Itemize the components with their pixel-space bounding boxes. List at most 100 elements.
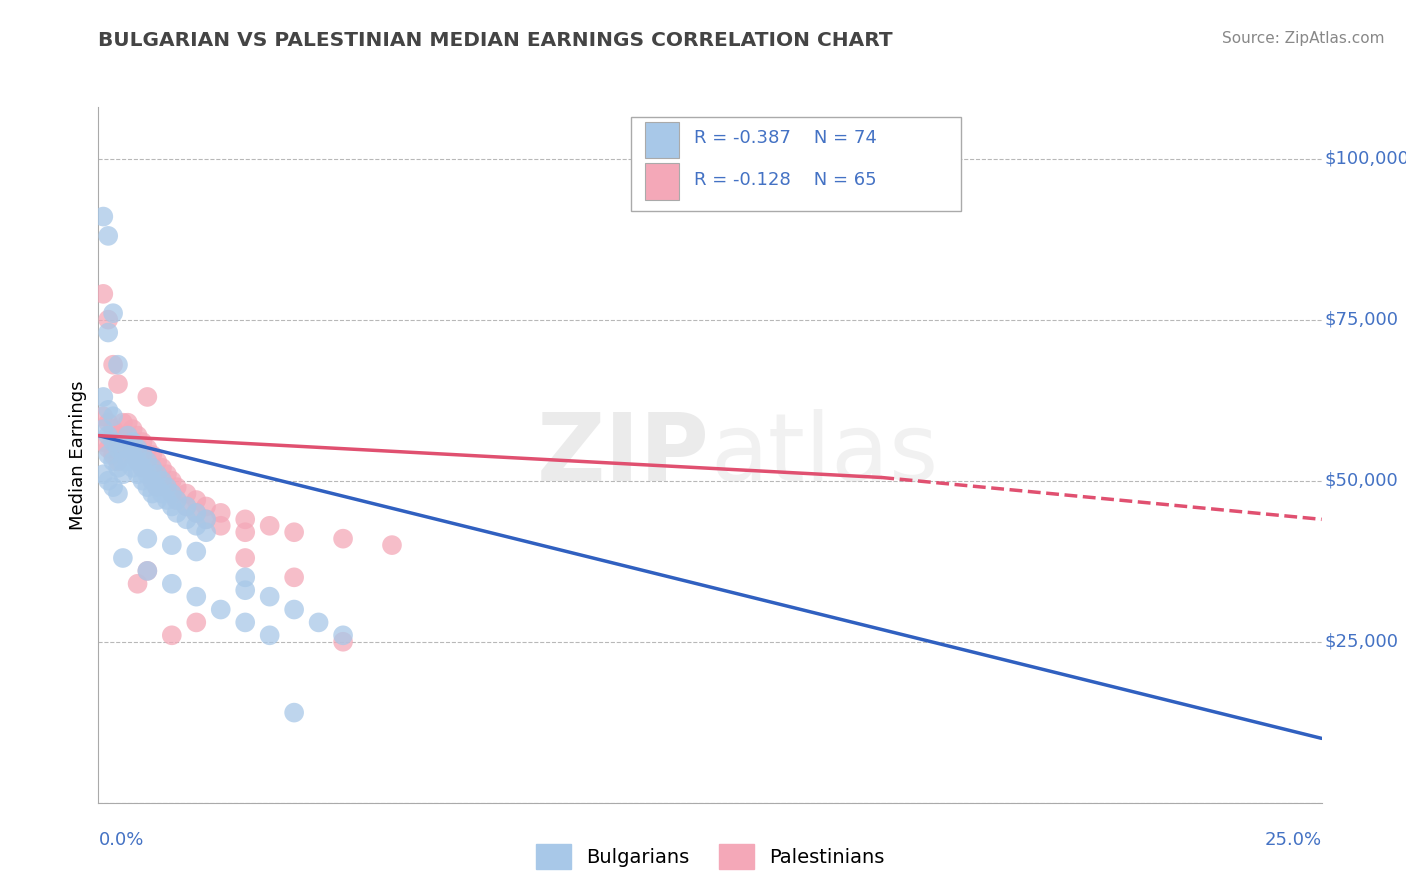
Point xyxy=(283,525,305,540)
Text: ZIP: ZIP xyxy=(537,409,710,501)
Point xyxy=(176,500,198,514)
Point xyxy=(160,486,183,500)
Text: Source: ZipAtlas.com: Source: ZipAtlas.com xyxy=(1222,31,1385,46)
Bar xyxy=(645,121,679,158)
Point xyxy=(121,435,143,450)
Point xyxy=(111,416,134,430)
Point xyxy=(146,467,169,482)
Point xyxy=(97,228,120,243)
Text: BULGARIAN VS PALESTINIAN MEDIAN EARNINGS CORRELATION CHART: BULGARIAN VS PALESTINIAN MEDIAN EARNINGS… xyxy=(98,31,893,50)
Point xyxy=(127,576,149,591)
Point xyxy=(91,435,114,450)
Point xyxy=(107,454,129,468)
Point xyxy=(91,422,114,436)
Point xyxy=(141,460,163,475)
Point xyxy=(233,583,256,598)
Point xyxy=(101,306,124,320)
Point xyxy=(136,564,159,578)
Point xyxy=(160,628,183,642)
Point xyxy=(97,448,120,462)
Point xyxy=(117,428,139,442)
Point xyxy=(150,460,173,475)
Point xyxy=(186,518,208,533)
Point xyxy=(97,428,120,442)
Point xyxy=(146,480,169,494)
Point xyxy=(186,506,208,520)
Point xyxy=(186,615,208,630)
Bar xyxy=(645,163,679,200)
Point xyxy=(259,590,281,604)
Point xyxy=(146,480,169,494)
Point xyxy=(209,506,232,520)
Point xyxy=(91,467,114,482)
Point xyxy=(91,390,114,404)
Point xyxy=(332,628,354,642)
Point xyxy=(121,448,143,462)
Point xyxy=(91,409,114,424)
Point xyxy=(156,480,179,494)
Point xyxy=(136,564,159,578)
Point xyxy=(117,454,139,468)
Point xyxy=(101,358,124,372)
Point xyxy=(195,525,218,540)
Point xyxy=(127,442,149,456)
Point xyxy=(136,454,159,468)
Point xyxy=(166,506,188,520)
Point xyxy=(186,590,208,604)
Point xyxy=(150,474,173,488)
Point xyxy=(233,570,256,584)
Point xyxy=(121,460,143,475)
Point xyxy=(136,442,159,456)
Point xyxy=(186,544,208,558)
Point xyxy=(381,538,404,552)
Point xyxy=(101,409,124,424)
Point xyxy=(97,326,120,340)
Point xyxy=(111,428,134,442)
Point xyxy=(283,570,305,584)
Point xyxy=(332,634,354,648)
Point xyxy=(107,428,129,442)
Point xyxy=(136,454,159,468)
Point xyxy=(160,486,183,500)
Point xyxy=(160,538,183,552)
Point xyxy=(117,428,139,442)
Point xyxy=(186,506,208,520)
Point xyxy=(107,486,129,500)
Point xyxy=(131,474,153,488)
Text: R = -0.387    N = 74: R = -0.387 N = 74 xyxy=(695,129,877,147)
Point xyxy=(283,706,305,720)
Point xyxy=(101,435,124,450)
Point xyxy=(111,454,134,468)
Point xyxy=(195,500,218,514)
Point xyxy=(127,428,149,442)
Point xyxy=(141,474,163,488)
Point xyxy=(127,454,149,468)
Point xyxy=(141,486,163,500)
Point xyxy=(146,493,169,508)
Point xyxy=(259,518,281,533)
Point xyxy=(136,480,159,494)
FancyBboxPatch shape xyxy=(630,118,960,211)
Point xyxy=(141,460,163,475)
Point xyxy=(146,454,169,468)
Legend: Bulgarians, Palestinians: Bulgarians, Palestinians xyxy=(527,836,893,877)
Point xyxy=(166,480,188,494)
Point xyxy=(101,480,124,494)
Point xyxy=(131,435,153,450)
Point xyxy=(107,377,129,392)
Point xyxy=(156,467,179,482)
Point xyxy=(131,448,153,462)
Point xyxy=(127,467,149,482)
Point xyxy=(127,454,149,468)
Point xyxy=(209,518,232,533)
Point xyxy=(121,422,143,436)
Point xyxy=(107,460,129,475)
Point xyxy=(101,422,124,436)
Point xyxy=(101,454,124,468)
Point xyxy=(111,442,134,456)
Point xyxy=(150,474,173,488)
Text: $100,000: $100,000 xyxy=(1324,150,1406,168)
Point xyxy=(117,416,139,430)
Text: 25.0%: 25.0% xyxy=(1264,830,1322,848)
Point xyxy=(166,493,188,508)
